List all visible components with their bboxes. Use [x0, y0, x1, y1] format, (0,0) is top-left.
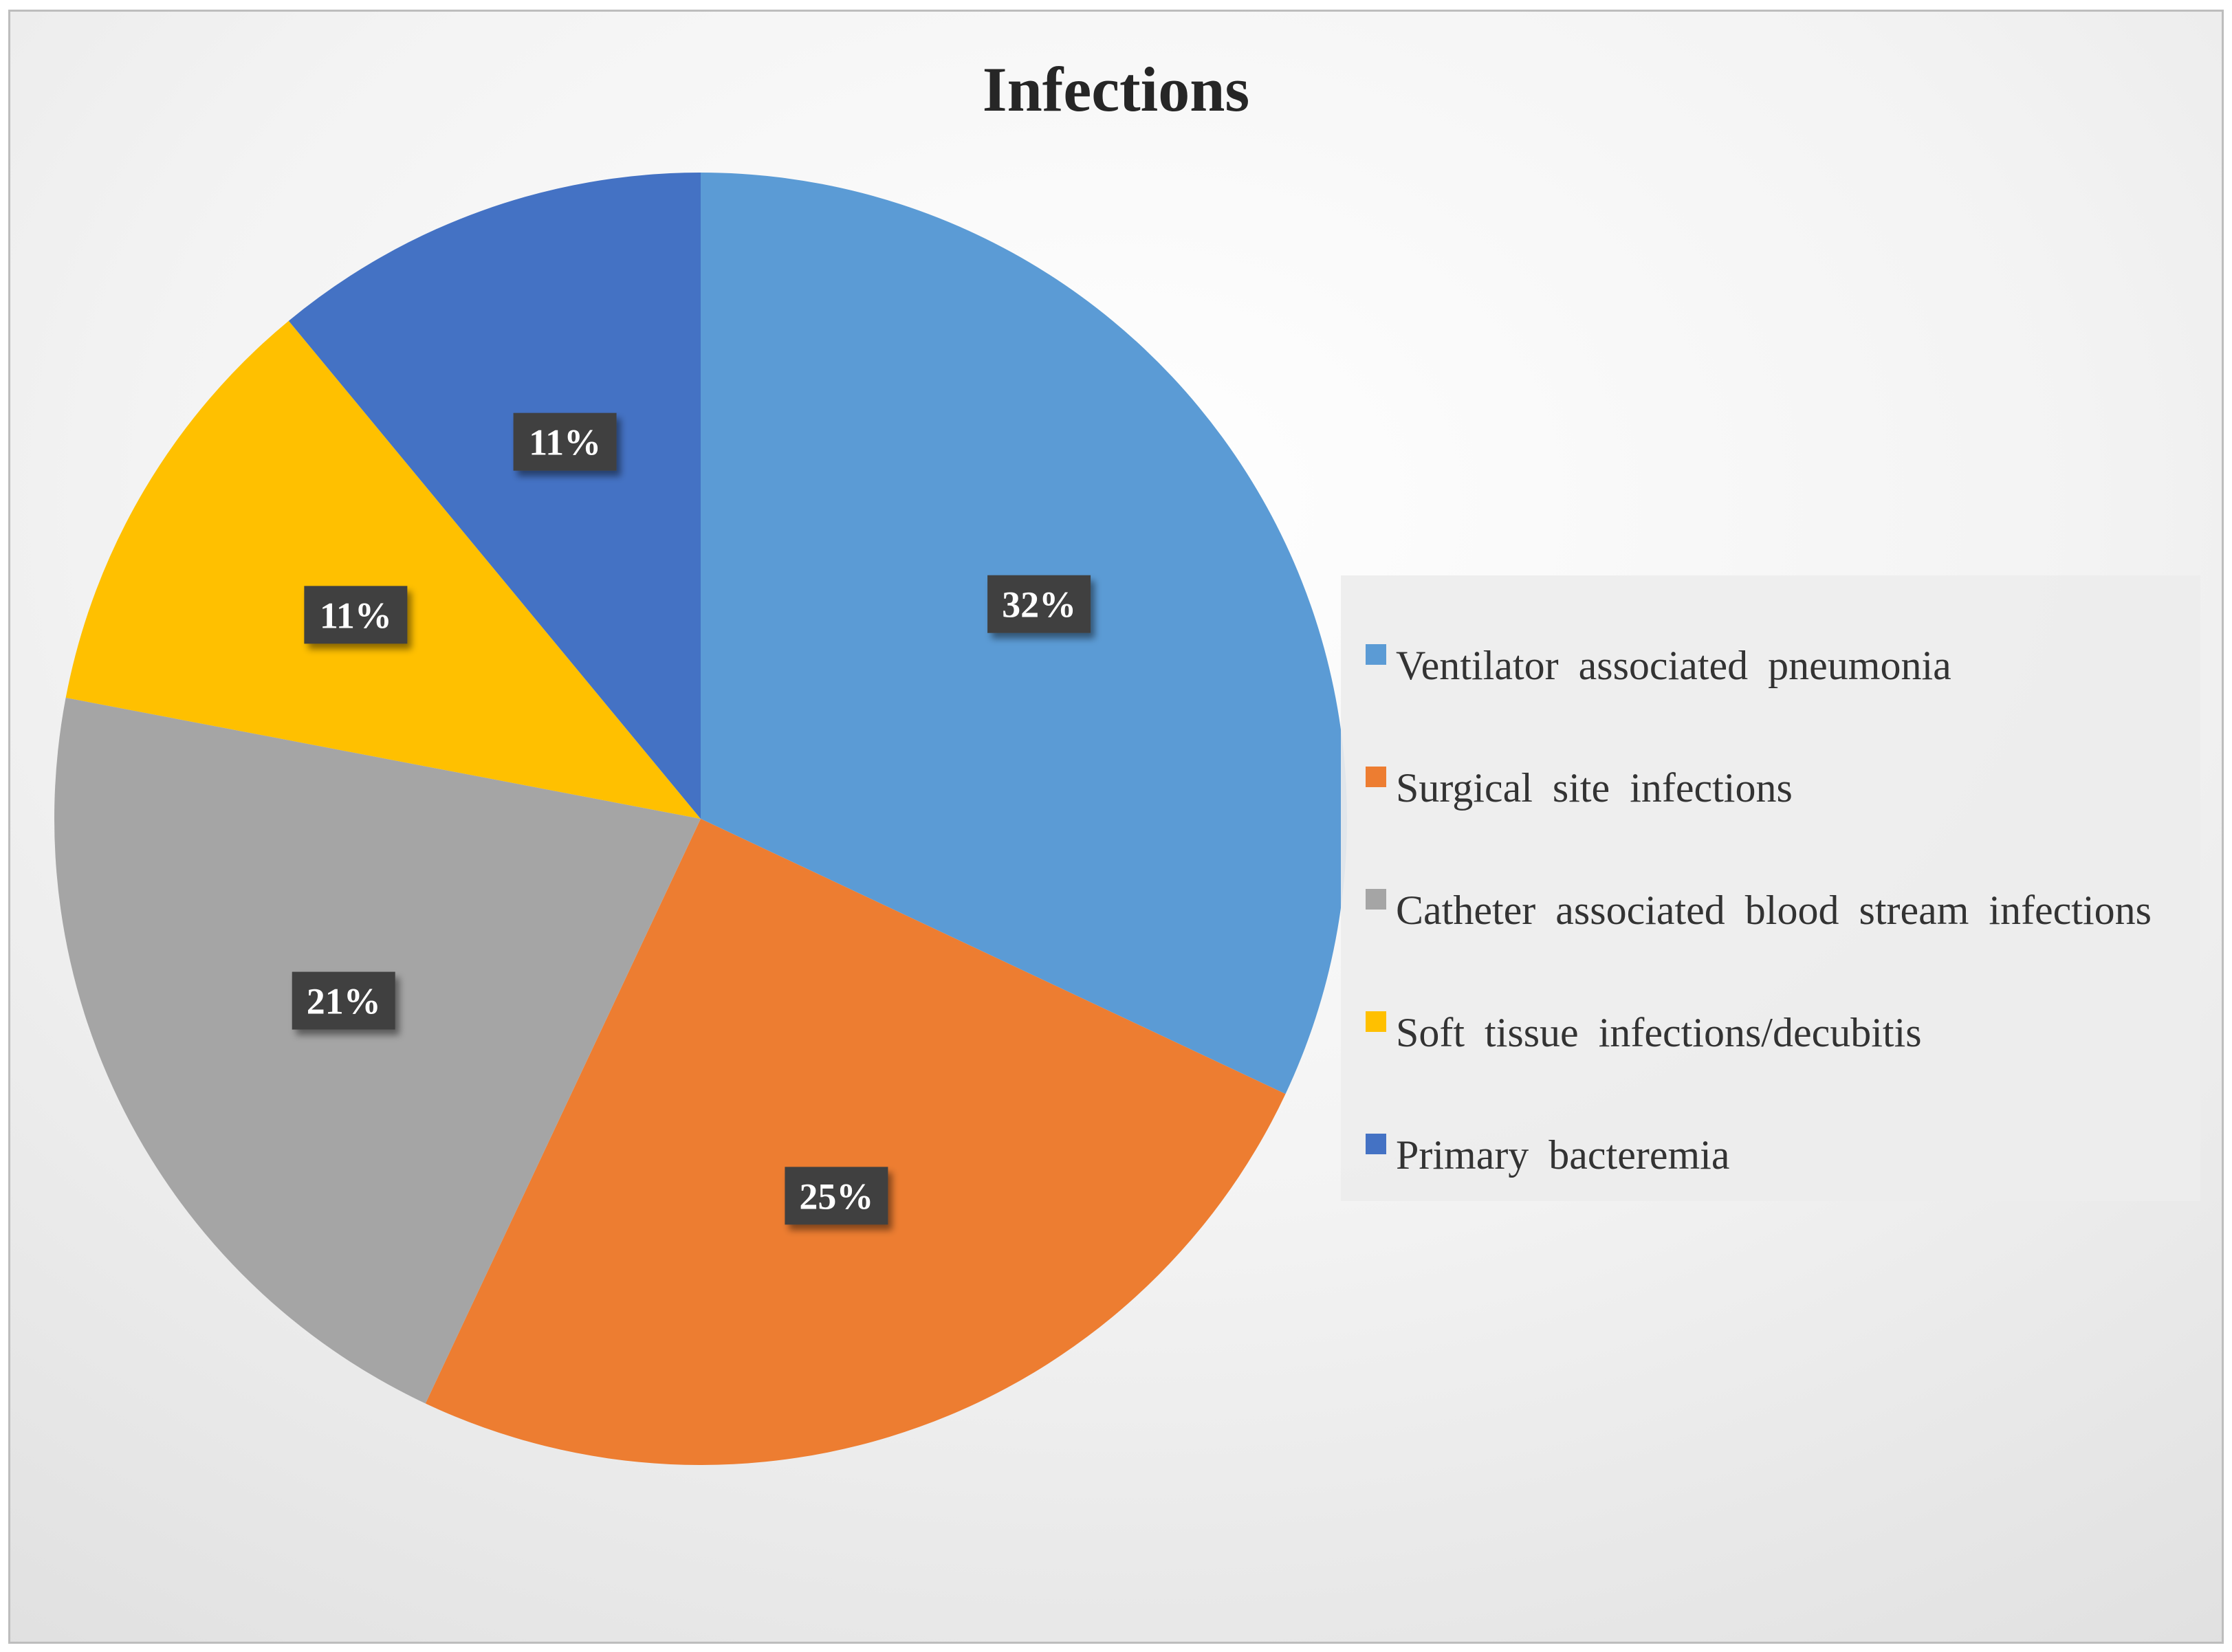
legend-label: Primary bacteremia — [1396, 1132, 1730, 1178]
svg-text:21%: 21% — [307, 981, 381, 1022]
svg-text:11%: 11% — [529, 422, 601, 463]
legend-label: Catheter associated blood stream infecti… — [1396, 887, 2152, 933]
data-label-surgical-site-infections: 25% — [785, 1167, 888, 1225]
svg-text:25%: 25% — [799, 1176, 873, 1217]
legend-item-catheter-associated-blood-stream-infections: Catheter associated blood stream infecti… — [1366, 849, 2200, 971]
legend-item-ventilator-associated-pneumonia: Ventilator associated pneumonia — [1366, 604, 2200, 727]
legend: Ventilator associated pneumonia Surgical… — [1341, 575, 2200, 1201]
legend-swatch — [1366, 767, 1386, 787]
legend-item-primary-bacteremia: Primary bacteremia — [1366, 1094, 2200, 1216]
legend-label: Soft tissue infections/decubitis — [1396, 1009, 1922, 1055]
pie-slice-catheter-associated-blood-stream-infections — [54, 697, 701, 1404]
pie-slice-surgical-site-infections — [425, 819, 1286, 1465]
data-label-soft-tissue-infections-decubitis: 11% — [304, 586, 408, 644]
pie-data-labels: 32% 25% 21% 11% 11% — [292, 412, 1091, 1225]
svg-text:32%: 32% — [1002, 584, 1076, 626]
pie-chart: 32% 25% 21% 11% 11% — [54, 173, 1347, 1465]
legend-item-surgical-site-infections: Surgical site infections — [1366, 727, 2200, 849]
data-label-ventilator-associated-pneumonia: 32% — [987, 575, 1091, 633]
chart-title: Infections — [982, 54, 1250, 124]
data-label-catheter-associated-blood-stream-infections: 21% — [292, 971, 395, 1030]
legend-swatch — [1366, 644, 1386, 665]
pie-slice-ventilator-associated-pneumonia — [701, 173, 1347, 1094]
legend-label: Surgical site infections — [1396, 764, 1793, 811]
pie-slice-primary-bacteremia — [288, 173, 701, 819]
legend-swatch — [1366, 1134, 1386, 1154]
legend-swatch — [1366, 889, 1386, 910]
legend-swatch — [1366, 1011, 1386, 1032]
pie-slice-soft-tissue-infections-decubitis — [65, 320, 701, 819]
legend-label: Ventilator associated pneumonia — [1396, 642, 1951, 688]
chart-area: Infections 32% 25% 21% 11% 11% Ventilator as… — [8, 10, 2224, 1644]
legend-item-soft-tissue-infections: Soft tissue infections/decubitis — [1366, 971, 2200, 1094]
svg-text:11%: 11% — [320, 595, 392, 636]
pie-slices — [54, 173, 1347, 1465]
data-label-primary-bacteremia: 11% — [513, 412, 617, 471]
